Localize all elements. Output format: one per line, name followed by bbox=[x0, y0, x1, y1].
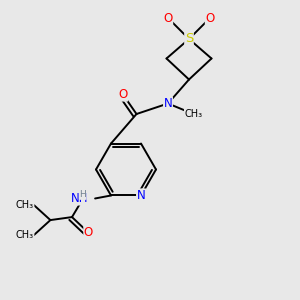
Text: N: N bbox=[164, 97, 172, 110]
Text: CH₃: CH₃ bbox=[184, 109, 202, 119]
Text: N: N bbox=[136, 189, 146, 202]
Text: CH₃: CH₃ bbox=[16, 230, 34, 240]
Text: CH₃: CH₃ bbox=[16, 200, 34, 210]
Text: S: S bbox=[185, 32, 193, 46]
Text: H: H bbox=[79, 190, 86, 200]
Text: NH: NH bbox=[71, 192, 88, 205]
Text: O: O bbox=[118, 88, 127, 101]
Text: O: O bbox=[84, 226, 93, 239]
Text: O: O bbox=[206, 11, 214, 25]
Text: O: O bbox=[164, 11, 172, 25]
